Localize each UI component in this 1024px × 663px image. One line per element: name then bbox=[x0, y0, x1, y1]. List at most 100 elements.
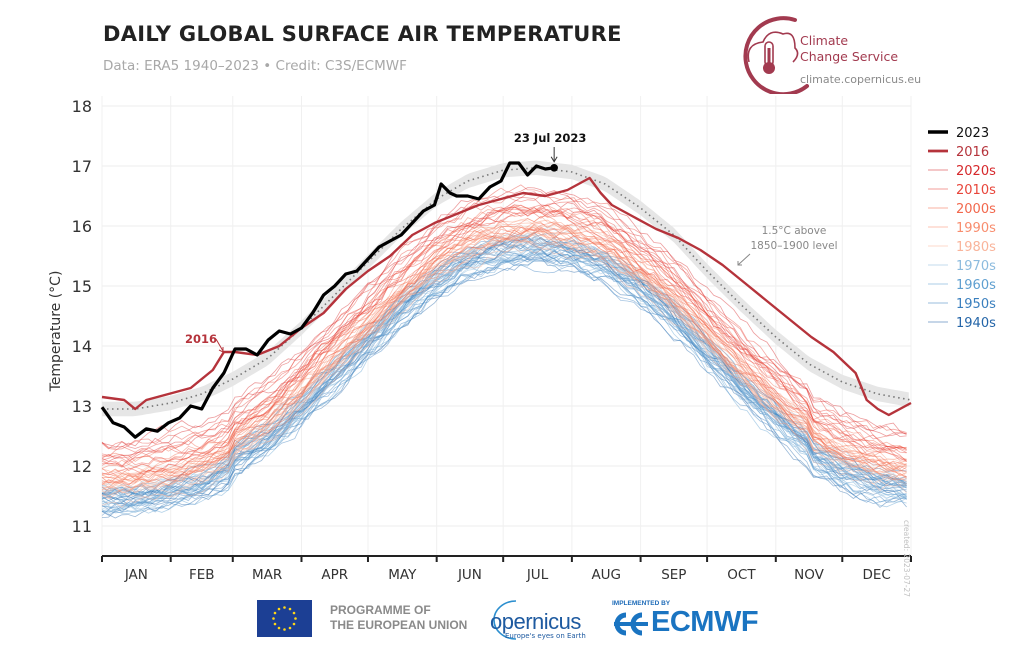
decade-line-1940s bbox=[101, 245, 907, 508]
x-tick-label-dec: DEC bbox=[862, 567, 890, 583]
y-tick-label: 18 bbox=[72, 97, 92, 116]
y-tick-label: 17 bbox=[72, 157, 92, 176]
decade-lines bbox=[101, 184, 907, 519]
decade-line-2000s bbox=[101, 225, 907, 479]
legend-label-2023: 2023 bbox=[956, 126, 989, 141]
decade-line-2000s bbox=[101, 215, 907, 474]
decade-line-1960s bbox=[101, 238, 907, 499]
x-tick-label-sep: SEP bbox=[661, 567, 686, 583]
decade-line-1990s bbox=[101, 224, 907, 488]
decade-line-1990s bbox=[101, 236, 907, 500]
decade-line-2000s bbox=[101, 204, 907, 469]
eu-star-icon bbox=[273, 622, 277, 626]
eu-line1: PROGRAMME OF bbox=[330, 603, 431, 617]
x-tick-label-jul: JUL bbox=[526, 567, 549, 583]
c3s-logo-icon bbox=[743, 16, 809, 94]
created-date-note: created: 2023-07-27 bbox=[902, 520, 911, 598]
decade-line-1990s bbox=[101, 221, 907, 475]
decade-line-1960s bbox=[101, 249, 907, 510]
ecmwf-wordmark: ECMWF bbox=[651, 606, 759, 638]
decade-line-1950s bbox=[101, 236, 907, 497]
decade-line-1950s bbox=[101, 251, 907, 514]
decade-line-1980s bbox=[101, 237, 907, 497]
x-axis: JAN FEB MAR APR MAY JUN JUL AUG SEP OCT NOV DEC bbox=[101, 555, 912, 583]
decade-line-2010s bbox=[101, 206, 907, 468]
annotation-1-5c-line2: 1850–1900 level bbox=[751, 240, 838, 252]
legend-label-2016: 2016 bbox=[956, 145, 989, 160]
annotation-arrowhead-2016 bbox=[218, 347, 224, 353]
decade-line-1940s bbox=[101, 235, 907, 498]
decade-line-1970s bbox=[101, 251, 907, 513]
decade-line-2010s bbox=[101, 209, 907, 472]
legend-label-1980s: 1980s bbox=[956, 240, 996, 255]
decade-line-2000s bbox=[101, 204, 907, 463]
eu-star-icon bbox=[277, 607, 281, 611]
decade-line-2000s bbox=[101, 204, 907, 468]
decade-line-2000s bbox=[101, 223, 907, 481]
decade-line-2010s bbox=[101, 206, 907, 467]
decade-line-1950s bbox=[101, 254, 907, 507]
decade-line-2000s bbox=[101, 222, 907, 485]
line-2016 bbox=[101, 176, 912, 417]
decade-line-1980s bbox=[101, 239, 907, 493]
legend-label-1960s: 1960s bbox=[956, 278, 996, 293]
decade-line-2010s bbox=[101, 209, 907, 476]
decade-line-1960s bbox=[101, 244, 907, 507]
y-tick-label: 15 bbox=[72, 277, 92, 296]
decade-line-1970s bbox=[101, 233, 907, 497]
c3s-name-line1: Climate bbox=[800, 33, 849, 48]
copernicus-logo-icon bbox=[493, 600, 517, 640]
annotation-2016: 2016 bbox=[185, 332, 217, 346]
decade-line-1960s bbox=[101, 237, 907, 498]
temperature-chart: 11 12 13 14 15 16 17 18 Temperature (°C) JAN FEB… bbox=[48, 96, 996, 583]
decade-line-2020s bbox=[101, 187, 907, 449]
eu-star-icon bbox=[273, 611, 277, 615]
decade-line-2010s bbox=[101, 194, 907, 450]
decade-line-1950s bbox=[101, 264, 907, 516]
annotation-arrow-1-5c bbox=[737, 253, 751, 266]
x-tick-label-apr: APR bbox=[321, 567, 348, 583]
legend-label-2020s: 2020s bbox=[956, 164, 996, 179]
legend-label-1970s: 1970s bbox=[956, 259, 996, 274]
eu-star-icon bbox=[283, 606, 286, 609]
c3s-name: Climate Change Service bbox=[800, 33, 898, 65]
decade-line-1960s bbox=[101, 248, 907, 514]
x-tick-label-aug: AUG bbox=[591, 567, 621, 583]
decade-line-1990s bbox=[101, 219, 907, 480]
decade-line-1940s bbox=[101, 240, 907, 500]
decade-line-1950s bbox=[101, 254, 907, 508]
decade-line-1970s bbox=[101, 249, 907, 511]
legend-label-1990s: 1990s bbox=[956, 221, 996, 236]
legend-label-1940s: 1940s bbox=[956, 316, 996, 331]
decade-line-2010s bbox=[101, 184, 907, 450]
x-tick-label-oct: OCT bbox=[727, 567, 756, 583]
eu-star-icon bbox=[292, 622, 296, 626]
decade-line-1980s bbox=[101, 226, 907, 482]
copernicus-tagline: Europe's eyes on Earth bbox=[505, 632, 586, 640]
y-tick-label: 11 bbox=[72, 517, 92, 536]
annotation-arrowhead-2023 bbox=[550, 156, 558, 163]
point-2023-last bbox=[550, 164, 558, 172]
decade-line-1940s bbox=[101, 260, 907, 519]
eu-line2: THE EUROPEAN UNION bbox=[330, 618, 468, 632]
decade-line-1950s bbox=[101, 246, 907, 498]
decade-line-1970s bbox=[101, 226, 907, 492]
c3s-name-line2: Change Service bbox=[800, 49, 899, 64]
decade-line-1950s bbox=[101, 245, 907, 505]
decade-line-1960s bbox=[101, 249, 907, 515]
decade-line-2010s bbox=[101, 201, 907, 458]
highlight-lines bbox=[100, 161, 912, 439]
decade-line-1990s bbox=[101, 224, 907, 481]
eu-flag-icon bbox=[257, 600, 312, 637]
c3s-url-link[interactable]: climate.copernicus.eu bbox=[800, 73, 922, 86]
decade-line-2010s bbox=[101, 206, 907, 460]
y-axis-ticks: 11 12 13 14 15 16 17 18 bbox=[72, 97, 92, 536]
decade-line-2010s bbox=[101, 208, 907, 466]
decade-line-1950s bbox=[101, 237, 907, 500]
decade-line-1940s bbox=[101, 256, 907, 518]
eu-star-icon bbox=[292, 611, 296, 615]
chart-subtitle: Data: ERA5 1940–2023 • Credit: C3S/ECMWF bbox=[103, 58, 407, 74]
decade-line-1990s bbox=[101, 226, 907, 494]
implemented-by-label: IMPLEMENTED BY bbox=[612, 600, 671, 607]
decade-line-1990s bbox=[101, 226, 907, 488]
